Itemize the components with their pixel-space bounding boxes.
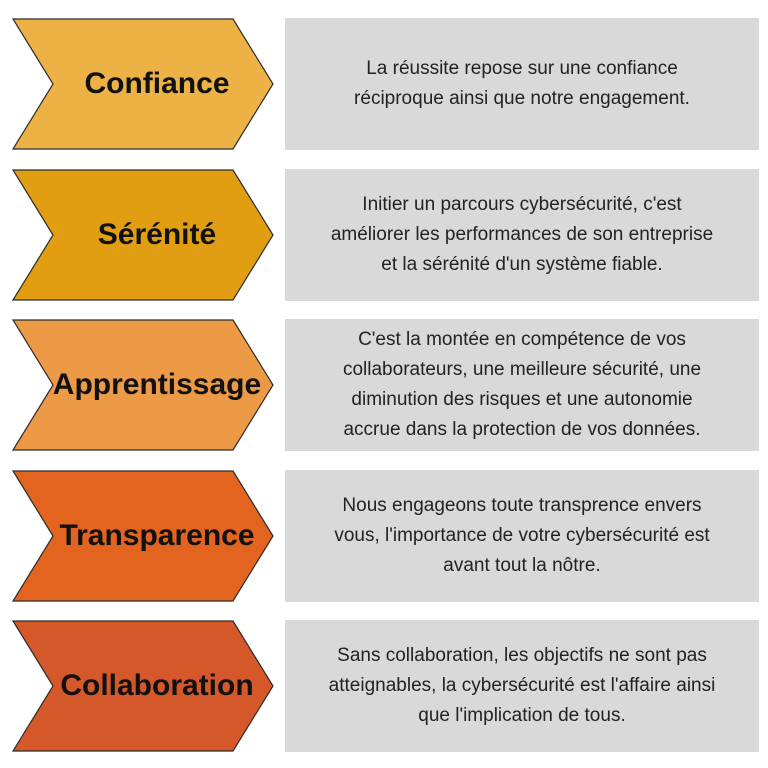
value-label: Collaboration xyxy=(60,669,254,702)
description-box: Nous engageons toute transprence envers … xyxy=(285,470,759,602)
value-row-collaboration: Collaboration Sans collaboration, les ob… xyxy=(0,620,768,752)
description-line: Sans collaboration, les objectifs ne son… xyxy=(337,645,707,666)
description-line: accrue dans la protection de vos données… xyxy=(343,419,701,440)
description-line: atteignables, la cybersécurité est l'aff… xyxy=(328,675,716,696)
value-label: Sérénité xyxy=(97,218,217,251)
description-line: C'est la montée en compétence de vos xyxy=(358,329,686,350)
chevron-fill xyxy=(11,18,274,150)
description-line: collaborateurs, une meilleure sécurité, … xyxy=(342,359,702,380)
chevron-fill xyxy=(11,319,274,451)
chevron-fill xyxy=(11,470,274,602)
description-line: réciproque ainsi que notre engagement. xyxy=(354,88,690,109)
chevron-fill xyxy=(11,620,274,752)
description-box: La réussite repose sur une confiance réc… xyxy=(285,18,759,150)
chevron-arrow-shape xyxy=(11,470,274,602)
description-text: C'est la montée en compétence de vos col… xyxy=(343,325,701,445)
chevron-serenite: Sérénité xyxy=(11,169,274,301)
description-text: La réussite repose sur une confiance réc… xyxy=(354,54,690,114)
description-line: La réussite repose sur une confiance xyxy=(366,58,678,79)
description-line: Nous engageons toute transprence envers xyxy=(342,495,702,516)
chevron-fill xyxy=(11,169,274,301)
description-line: vous, l'importance de votre cybersécurit… xyxy=(334,525,710,546)
chevron-confiance: Confiance xyxy=(11,18,274,150)
description-text: Initier un parcours cybersécurité, c'est… xyxy=(331,190,713,280)
description-box: Sans collaboration, les objectifs ne son… xyxy=(285,620,759,752)
value-label: Confiance xyxy=(84,67,230,100)
value-row-serenite: Sérénité Initier un parcours cybersécuri… xyxy=(0,169,768,301)
chevron-transparence: Transparence xyxy=(11,470,274,602)
chevron-collaboration: Collaboration xyxy=(11,620,274,752)
chevron-arrow-shape xyxy=(11,169,274,301)
value-row-confiance: Confiance La réussite repose sur une con… xyxy=(0,18,768,150)
description-text: Sans collaboration, les objectifs ne son… xyxy=(329,641,716,731)
description-line: diminution des risques et une autonomie xyxy=(351,389,693,410)
value-label: Transparence xyxy=(59,519,255,552)
description-text: Nous engageons toute transprence envers … xyxy=(334,491,709,581)
description-line: que l'implication de tous. xyxy=(418,705,626,726)
chevron-arrow-shape xyxy=(11,620,274,752)
chevron-arrow-shape xyxy=(11,18,274,150)
chevron-arrow-shape xyxy=(11,319,274,451)
description-box: Initier un parcours cybersécurité, c'est… xyxy=(285,169,759,301)
description-box: C'est la montée en compétence de vos col… xyxy=(285,319,759,451)
chevron-apprentissage: Apprentissage xyxy=(11,319,274,451)
description-line: avant tout la nôtre. xyxy=(443,555,601,576)
description-line: Initier un parcours cybersécurité, c'est xyxy=(362,194,682,215)
value-row-transparence: Transparence Nous engageons toute transp… xyxy=(0,470,768,602)
value-row-apprentissage: Apprentissage C'est la montée en compéte… xyxy=(0,319,768,451)
value-label: Apprentissage xyxy=(52,368,262,401)
description-line: et la sérénité d'un système fiable. xyxy=(381,254,663,275)
description-line: améliorer les performances de son entrep… xyxy=(330,224,714,245)
